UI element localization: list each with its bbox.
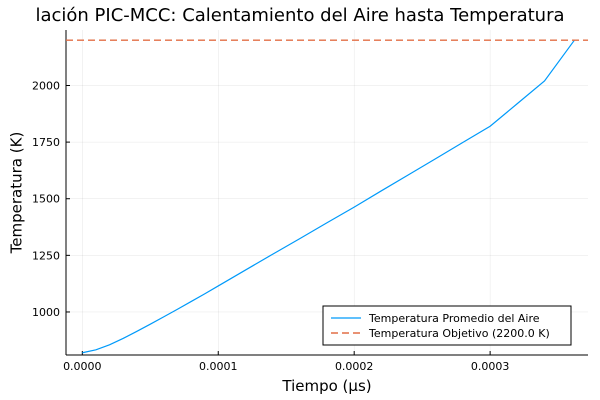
x-tick-label: 0.0001 [199, 360, 238, 373]
tick-labels: 0.0000 0.0001 0.0002 0.0003 1000 1250 1500 1750… [32, 79, 509, 373]
legend: Temperatura Promedio del Aire Temperatura… [322, 305, 572, 346]
x-tick-label: 0.0002 [335, 360, 374, 373]
legend-box [322, 305, 572, 346]
x-tick-label: 0.0000 [63, 360, 102, 373]
x-tick-label: 0.0003 [471, 360, 510, 373]
chart-title: lación PIC-MCC: Calentamiento del Aire h… [35, 5, 564, 26]
y-tick-label: 1000 [32, 306, 60, 319]
y-axis-label: Temperatura (K) [8, 132, 26, 255]
plot-area [66, 39, 588, 354]
legend-label-2: Temperatura Objetivo (2200.0 K) [368, 327, 550, 340]
y-tick-label: 1250 [32, 249, 60, 262]
y-tick-label: 2000 [32, 79, 60, 92]
axes [65, 30, 588, 356]
series-line-1 [82, 39, 575, 354]
legend-label-1: Temperatura Promedio del Aire [368, 312, 540, 325]
y-tick-label: 1500 [32, 193, 60, 206]
x-axis-label: Tiempo (µs) [281, 377, 371, 395]
y-tick-label: 1750 [32, 136, 60, 149]
grid-lines [66, 30, 588, 355]
